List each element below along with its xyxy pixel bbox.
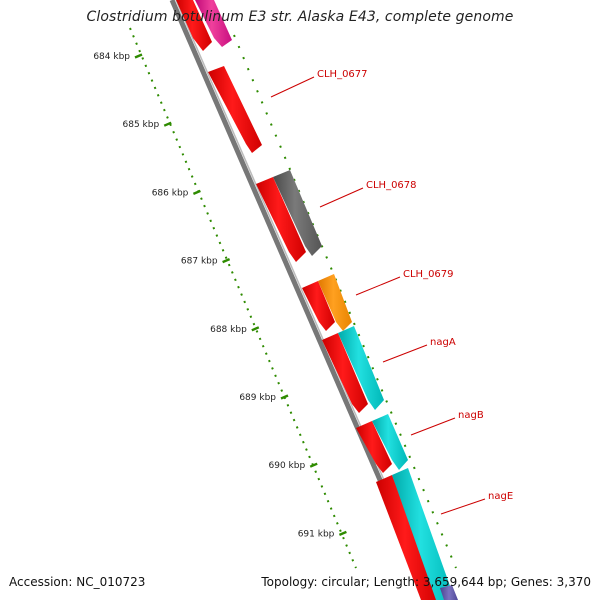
cds-feature[interactable]	[208, 66, 262, 153]
ruler-tick-label: 690 kbp	[269, 461, 306, 471]
ruler-tick-label: 687 kbp	[181, 257, 218, 267]
cds-feature[interactable]	[302, 281, 335, 331]
ruler-tick	[192, 189, 201, 196]
map-title: Clostridium botulinum E3 str. Alaska E43…	[86, 9, 514, 25]
outer-tick-track	[233, 34, 457, 569]
ruler-tick-label: 688 kbp	[210, 325, 247, 335]
cds-feature[interactable]	[322, 333, 368, 413]
outer-dotted-line	[233, 34, 457, 569]
gene-label-clh0677[interactable]: CLH_0677	[317, 69, 368, 80]
gene-feature-purple[interactable]	[440, 585, 458, 600]
gene-feature-orange[interactable]	[318, 274, 352, 331]
ruler-tick	[280, 394, 289, 400]
ruler-tick	[134, 53, 143, 59]
ruler-tick-label: 686 kbp	[152, 188, 189, 198]
gene-feature-cyan[interactable]	[372, 414, 408, 470]
gene-label-clh0678[interactable]: CLH_0678	[366, 180, 417, 191]
genome-summary-text: Topology: circular; Length: 3,659,644 bp…	[261, 575, 591, 589]
ruler-tick	[163, 121, 172, 127]
cds-feature[interactable]	[176, 0, 212, 51]
cds-feature[interactable]	[356, 421, 392, 473]
gene-label-clh0679[interactable]: CLH_0679	[403, 269, 454, 280]
gene-label-naga[interactable]: nagA	[430, 337, 456, 348]
ruler-tick-label: 691 kbp	[298, 529, 335, 539]
feature-track-outer	[195, 0, 458, 600]
ruler-track	[129, 27, 357, 569]
gene-label-nagb[interactable]: nagB	[458, 410, 484, 421]
ruler-tick	[251, 326, 260, 332]
ruler-tick-label: 685 kbp	[123, 120, 160, 130]
ruler-ticks: 684 kbp 685 kbp 686 kbp 687 kbp 688 kbp 689 k…	[93, 52, 347, 539]
ruler-tick-label: 689 kbp	[239, 393, 276, 403]
ruler-tick-label: 684 kbp	[93, 52, 130, 62]
gene-label-leaders	[270, 76, 486, 515]
cds-feature[interactable]	[376, 475, 440, 600]
gene-feature-magenta[interactable]	[195, 0, 232, 47]
accession-text: Accession: NC_010723	[9, 575, 146, 589]
gene-labels: CLH_0677 CLH_0678 CLH_0679 nagA nagB nag…	[317, 69, 513, 502]
gene-feature-cyan[interactable]	[392, 468, 455, 600]
gene-feature-gray[interactable]	[273, 170, 322, 256]
cds-track-forward	[176, 0, 440, 600]
ruler-tick	[222, 257, 231, 264]
ruler-tick	[338, 530, 347, 537]
gene-feature-cyan[interactable]	[338, 326, 384, 410]
ruler-tick	[309, 462, 318, 468]
cds-feature[interactable]	[256, 177, 306, 262]
ruler-dotted-line	[129, 27, 357, 569]
gene-label-nage[interactable]: nagE	[488, 491, 513, 502]
